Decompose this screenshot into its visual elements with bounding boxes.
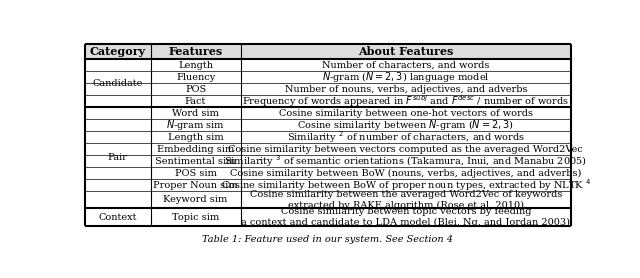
- Text: Length sim: Length sim: [168, 133, 223, 142]
- Text: Proper Noun sim: Proper Noun sim: [153, 181, 238, 190]
- Text: Number of nouns, verbs, adjectives, and adverbs: Number of nouns, verbs, adjectives, and …: [285, 85, 527, 94]
- Text: Candidate: Candidate: [93, 79, 143, 88]
- Bar: [85, 44, 571, 59]
- Text: Category: Category: [90, 46, 146, 57]
- Text: Fact: Fact: [185, 97, 206, 106]
- Text: Similarity $^{3}$ of semantic orientations (Takamura, Inui, and Manabu 2005): Similarity $^{3}$ of semantic orientatio…: [224, 153, 588, 169]
- Text: Cosine similarity between BoW of proper noun types, extracted by NLTK $^{4}$: Cosine similarity between BoW of proper …: [221, 177, 591, 193]
- Text: $\mathit{N}$-gram sim: $\mathit{N}$-gram sim: [166, 118, 225, 132]
- Text: Similarity $^{2}$ of number of characters, and words: Similarity $^{2}$ of number of character…: [287, 130, 525, 145]
- Text: POS: POS: [185, 85, 206, 94]
- Text: Cosine similarity between $\mathit{N}$-gram ($N = 2, 3$): Cosine similarity between $\mathit{N}$-g…: [298, 118, 514, 132]
- Text: Cosine similarity between BoW (nouns, verbs, adjectives, and adverbs): Cosine similarity between BoW (nouns, ve…: [230, 169, 582, 178]
- Text: Frequency of words appeared in $F^{subj}$ and $F^{desc}$ / number of words: Frequency of words appeared in $F^{subj}…: [243, 93, 569, 109]
- Text: POS sim: POS sim: [175, 169, 216, 178]
- Text: Cosine similarity between topic vectors by feeding
a context and candidate to LD: Cosine similarity between topic vectors …: [241, 207, 570, 227]
- Text: Topic sim: Topic sim: [172, 212, 219, 222]
- Text: Context: Context: [99, 212, 137, 222]
- Text: Sentimental sim: Sentimental sim: [156, 157, 236, 166]
- Text: Cosine similarity between the averaged Word2Vec of keywords
extracted by RAKE al: Cosine similarity between the averaged W…: [250, 190, 562, 210]
- Text: Fluency: Fluency: [176, 73, 215, 82]
- Text: Number of characters, and words: Number of characters, and words: [322, 61, 490, 70]
- Text: Length: Length: [178, 61, 213, 70]
- Text: Word sim: Word sim: [172, 109, 219, 118]
- Text: Keyword sim: Keyword sim: [163, 195, 228, 204]
- Text: Embedding sim: Embedding sim: [157, 145, 234, 154]
- Text: Cosine similarity between one-hot vectors of words: Cosine similarity between one-hot vector…: [279, 109, 532, 118]
- Text: $\mathit{N}$-gram ($N = 2, 3$) language model: $\mathit{N}$-gram ($N = 2, 3$) language …: [322, 70, 490, 85]
- Text: Cosine similarity between vectors computed as the averaged Word2Vec: Cosine similarity between vectors comput…: [228, 145, 583, 154]
- Text: Table 1: Feature used in our system. See Section 4: Table 1: Feature used in our system. See…: [202, 235, 454, 244]
- Text: About Features: About Features: [358, 46, 454, 57]
- Text: Features: Features: [168, 46, 223, 57]
- Text: Pair: Pair: [108, 153, 128, 162]
